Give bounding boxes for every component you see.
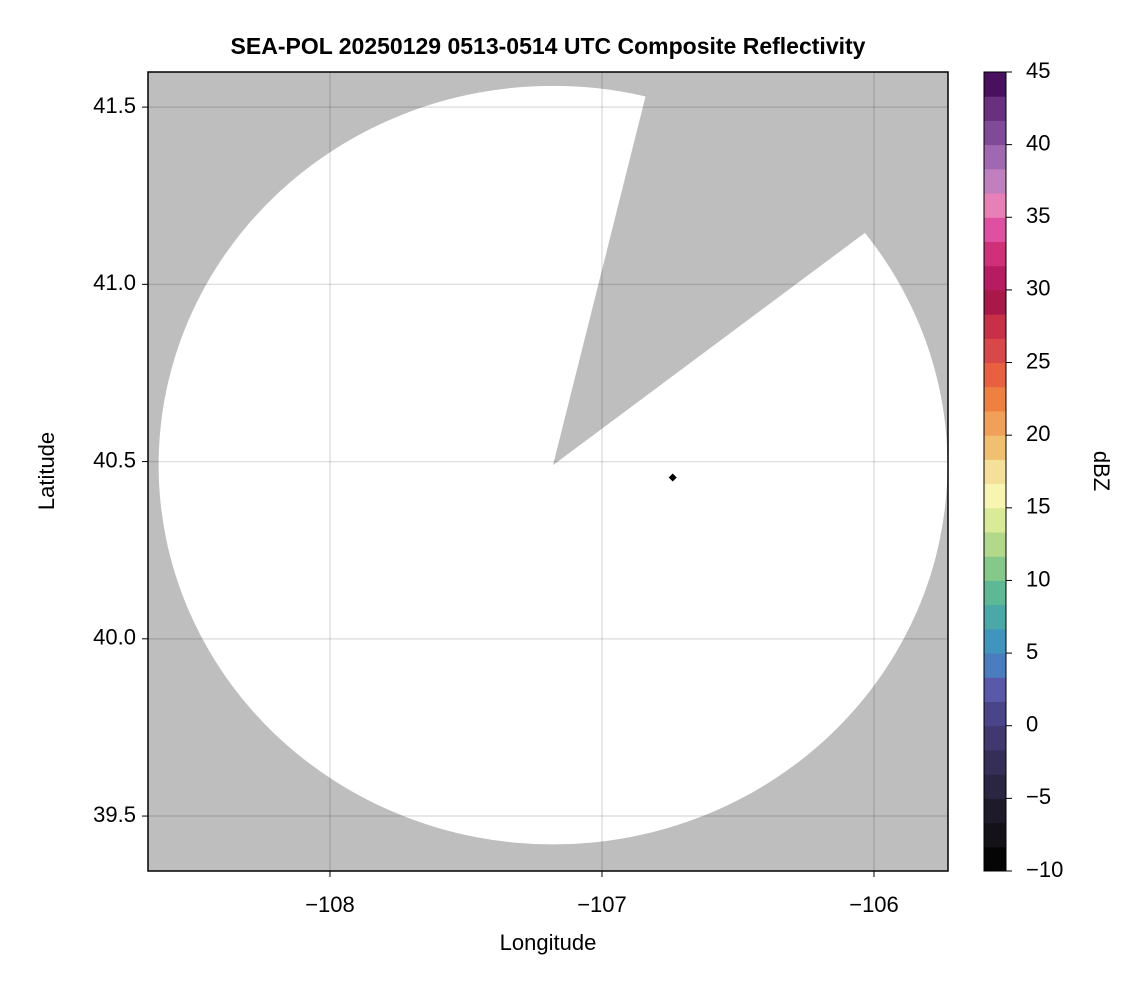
plot-area [148, 72, 948, 871]
colorbar-tick-label: −5 [1026, 784, 1051, 809]
colorbar-swatch [984, 822, 1006, 848]
colorbar-swatch [984, 217, 1006, 242]
colorbar-swatch [984, 532, 1006, 557]
colorbar-tick-label: 5 [1026, 639, 1038, 664]
colorbar-swatch [984, 386, 1006, 412]
colorbar-swatch [984, 459, 1006, 485]
colorbar-swatch [984, 749, 1006, 775]
colorbar-tick-label: 40 [1026, 130, 1050, 155]
radar-site-marker [668, 473, 677, 482]
y-tick-label: 39.5 [93, 802, 136, 827]
colorbar-swatch [984, 362, 1006, 388]
colorbar-swatch [984, 410, 1006, 436]
colorbar-tick-label: 35 [1026, 203, 1050, 228]
colorbar-swatch [984, 556, 1006, 581]
colorbar-tick-label: 20 [1026, 421, 1050, 446]
colorbar-swatch [984, 72, 1006, 97]
colorbar-swatch [984, 507, 1006, 533]
colorbar-tick-label: −10 [1026, 857, 1063, 882]
y-tick-label: 40.0 [93, 625, 136, 650]
colorbar-swatch [984, 701, 1006, 727]
y-tick-label: 41.0 [93, 270, 136, 295]
y-axis-label: Latitude [34, 432, 59, 510]
colorbar-swatch [984, 314, 1006, 339]
colorbar-swatch [984, 604, 1006, 630]
colorbar-swatch [984, 774, 1006, 799]
x-tick-label: −108 [305, 892, 355, 917]
x-axis-label: Longitude [500, 930, 597, 955]
colorbar-tick-label: 15 [1026, 494, 1050, 519]
colorbar-swatch [984, 144, 1006, 170]
colorbar-swatch [984, 435, 1006, 460]
y-tick-label: 40.5 [93, 447, 136, 472]
colorbar-swatch [984, 289, 1006, 315]
colorbar-swatch [984, 96, 1006, 121]
colorbar-swatch [984, 628, 1006, 654]
colorbar-label: dBZ [1089, 451, 1114, 491]
colorbar-swatch [984, 120, 1006, 146]
colorbar-tick-label: 25 [1026, 348, 1050, 373]
colorbar-swatch [984, 846, 1006, 872]
colorbar-swatch [984, 241, 1006, 267]
colorbar-swatch [984, 653, 1006, 678]
colorbar-swatch [984, 338, 1006, 364]
colorbar-swatch [984, 677, 1006, 703]
colorbar-swatch [984, 798, 1006, 824]
colorbar-swatch [984, 265, 1006, 291]
colorbar-tick-label: 0 [1026, 712, 1038, 737]
x-tick-label: −106 [849, 892, 899, 917]
y-tick-label: 41.5 [93, 93, 136, 118]
colorbar-swatch [984, 725, 1006, 751]
colorbar-tick-label: 45 [1026, 58, 1050, 83]
x-tick-label: −107 [577, 892, 627, 917]
colorbar-tick-label: 10 [1026, 566, 1050, 591]
chart-title: SEA-POL 20250129 0513-0514 UTC Composite… [231, 33, 866, 59]
colorbar-swatch [984, 580, 1006, 606]
colorbar-swatch [984, 168, 1006, 194]
plot-frame [147, 71, 949, 872]
colorbar-tick-label: 30 [1026, 276, 1050, 301]
blocked-sector [553, 72, 948, 466]
colorbar-swatch [984, 483, 1006, 509]
colorbar-frame [983, 71, 1007, 872]
colorbar-swatch [984, 193, 1006, 218]
